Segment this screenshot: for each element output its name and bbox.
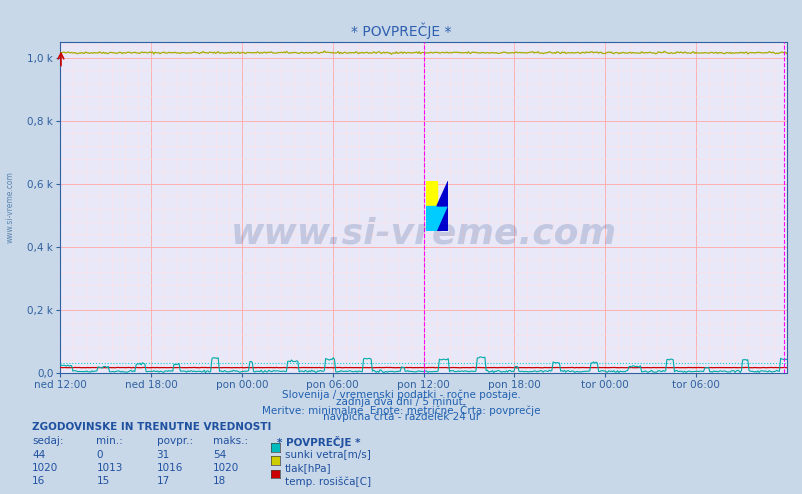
Text: 54: 54	[213, 450, 226, 459]
Text: 31: 31	[156, 450, 170, 459]
Text: sunki vetra[m/s]: sunki vetra[m/s]	[285, 450, 371, 459]
Text: * POVPREČJE *: * POVPREČJE *	[277, 436, 360, 448]
Text: www.si-vreme.com: www.si-vreme.com	[230, 217, 616, 251]
Text: 17: 17	[156, 476, 170, 486]
Bar	[425, 181, 436, 206]
Text: 0: 0	[96, 450, 103, 459]
Text: 1020: 1020	[213, 463, 239, 473]
Text: * POVPREČJE *: * POVPREČJE *	[350, 22, 452, 39]
Text: 16: 16	[32, 476, 46, 486]
Text: maks.:: maks.:	[213, 436, 248, 446]
Text: 1020: 1020	[32, 463, 59, 473]
Text: 1013: 1013	[96, 463, 123, 473]
Text: 15: 15	[96, 476, 110, 486]
Text: tlak[hPa]: tlak[hPa]	[285, 463, 331, 473]
Polygon shape	[436, 181, 448, 206]
Text: temp. rosišča[C]: temp. rosišča[C]	[285, 476, 371, 487]
Text: min.:: min.:	[96, 436, 123, 446]
Text: sedaj:: sedaj:	[32, 436, 63, 446]
Polygon shape	[436, 206, 448, 231]
Text: 44: 44	[32, 450, 46, 459]
Bar	[425, 206, 448, 231]
Text: www.si-vreme.com: www.si-vreme.com	[6, 171, 15, 244]
Text: ZGODOVINSKE IN TRENUTNE VREDNOSTI: ZGODOVINSKE IN TRENUTNE VREDNOSTI	[32, 422, 271, 432]
Text: navpična črta - razdelek 24 ur: navpična črta - razdelek 24 ur	[322, 412, 480, 422]
Text: Slovenija / vremenski podatki - ročne postaje.: Slovenija / vremenski podatki - ročne po…	[282, 389, 520, 400]
Text: 1016: 1016	[156, 463, 183, 473]
Text: Meritve: minimalne  Enote: metrične  Črta: povprečje: Meritve: minimalne Enote: metrične Črta:…	[262, 404, 540, 416]
Text: povpr.:: povpr.:	[156, 436, 192, 446]
Text: zadnja dva dni / 5 minut.: zadnja dva dni / 5 minut.	[336, 397, 466, 407]
Text: 18: 18	[213, 476, 226, 486]
